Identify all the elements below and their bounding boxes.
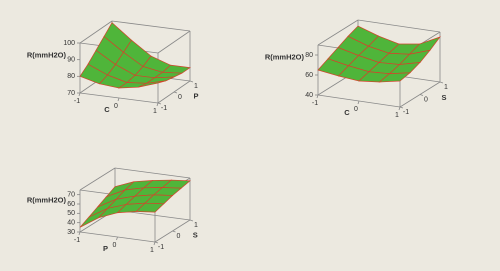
y-tick (157, 102, 162, 105)
x-tick-label: 0 (114, 103, 118, 110)
x-axis-label: C (344, 108, 350, 117)
x-tick (153, 241, 156, 246)
x-tick (117, 97, 120, 102)
box-edge (357, 19, 441, 33)
x-tick (316, 94, 319, 99)
z-axis-label: R(mmH2O) (265, 52, 305, 61)
y-tick-label: 0 (424, 96, 428, 103)
x-tick-label: 1 (153, 108, 157, 115)
box-edge (114, 167, 191, 179)
x-tick-label: 0 (354, 106, 358, 113)
z-axis-label: R(mmH2O) (27, 195, 67, 204)
y-axis-label: S (441, 93, 446, 102)
z-axis-label: R(mmH2O) (27, 50, 67, 59)
y-tick-label: 0 (178, 94, 182, 101)
y-tick-label: 0 (177, 233, 181, 240)
x-tick-label: 1 (150, 247, 154, 254)
z-tick-label: 70 (67, 90, 75, 97)
box-edge (157, 30, 191, 54)
x-tick (156, 102, 159, 107)
y-axis-label: S (193, 230, 198, 239)
y-tick (154, 241, 159, 244)
box-edge (79, 20, 113, 44)
y-tick (399, 106, 404, 109)
y-tick-label: -1 (403, 109, 409, 116)
y-tick (173, 91, 178, 94)
surface-patch (378, 72, 412, 83)
x-tick (398, 106, 401, 111)
z-tick-label: 30 (67, 229, 75, 236)
surface-patch (138, 80, 167, 88)
y-tick (172, 230, 176, 233)
x-tick (116, 236, 118, 241)
y-tick (189, 80, 194, 83)
box-edge (317, 19, 359, 46)
x-tick (357, 100, 360, 105)
z-tick-label: 100 (63, 40, 75, 47)
x-axis-label: C (104, 105, 110, 114)
y-axis-label: P (193, 91, 198, 100)
x-tick-label: -1 (74, 98, 80, 105)
y-tick (439, 81, 444, 84)
x-tick (78, 231, 81, 236)
z-tick-label: 80 (67, 73, 75, 80)
z-tick-label: 60 (305, 72, 313, 79)
y-tick (189, 219, 194, 222)
x-tick-label: -1 (312, 100, 318, 107)
x-axis-label: P (103, 244, 108, 253)
y-tick-label: -1 (161, 105, 167, 112)
z-tick-label: 80 (305, 52, 313, 59)
y-tick-label: -1 (158, 244, 164, 251)
surface-patch (135, 202, 165, 213)
z-tick-label: 70 (67, 192, 75, 199)
box-edge (111, 20, 191, 32)
z-tick-label: 90 (67, 57, 75, 64)
y-tick-label: 1 (194, 222, 198, 229)
z-tick-label: 40 (305, 92, 313, 99)
x-tick-label: 0 (113, 242, 117, 249)
z-tick-label: 60 (67, 201, 75, 208)
z-tick-label: 50 (67, 210, 75, 217)
x-tick (78, 92, 81, 97)
x-tick-label: -1 (74, 237, 80, 244)
y-tick-label: 1 (444, 84, 448, 91)
y-tick (419, 94, 424, 96)
y-tick-label: 1 (194, 83, 198, 90)
x-tick-label: 1 (395, 112, 399, 119)
box-edge (79, 167, 116, 191)
z-tick-label: 40 (67, 220, 75, 227)
